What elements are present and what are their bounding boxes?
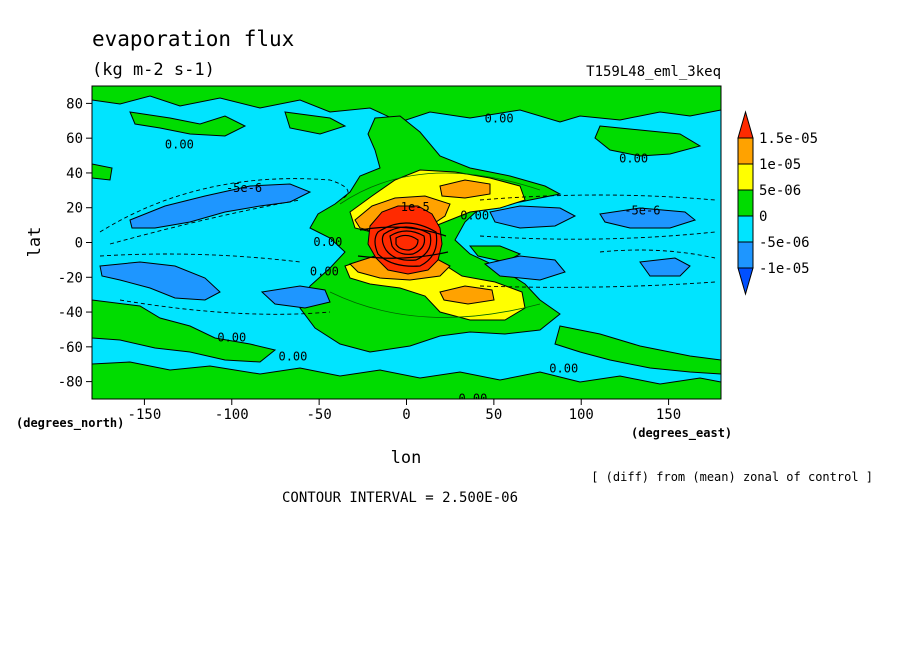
contour-label: 0.00 [217,330,246,344]
sh-negative-east-2 [639,257,691,277]
contour-label: -5e-6 [624,203,660,217]
colorbar: 1.5e-05 1e-05 5e-06 0 -5e-06 -1e-05 [737,110,818,296]
colorbar-segment [737,163,754,191]
contour-label: 0.00 [313,235,342,249]
colorbar-label: 1e-05 [759,157,801,173]
contour-label: 0.00 [278,350,307,364]
x-axis-title: lon [391,448,422,468]
dashed-contour-3 [479,194,716,201]
run-id-label: T159L48_eml_3keq [586,64,721,80]
contour-label: 0.00 [165,137,194,151]
colorbar-segment [737,110,754,139]
contour-label: 0.00 [619,151,648,165]
y-tick-label: -40 [58,305,83,321]
x-tick-label: 0 [402,407,410,423]
y-tick-label: 40 [66,166,83,182]
nh-negative-east-1 [489,205,577,229]
x-tick-label: 100 [569,407,594,423]
sh-negative-west [99,261,221,301]
dashed-contour-5 [99,253,301,263]
colorbar-label: 1.5e-05 [759,131,818,147]
core-contours [357,222,449,267]
x-tick-label: 150 [656,407,681,423]
contour-label: 0.00 [549,362,578,376]
sh-negative-east-1 [483,255,566,281]
dashed-contour-2 [109,199,301,245]
contour-label: 1e-5 [401,200,430,214]
diff-note: [ (diff) from (mean) zonal of control ] [591,470,873,484]
dashed-contour-6 [119,299,331,315]
x-tick-label: -150 [128,407,162,423]
core-contour-4 [395,234,419,251]
dashed-contour-4 [479,231,716,240]
core-contour-3 [389,230,426,255]
x-tick-label: -100 [215,407,249,423]
dashed-contour-7 [479,281,716,288]
nh-negative-east-2 [599,207,697,229]
y-tick-label: -20 [58,270,83,286]
thin-contour-2 [329,291,541,318]
x-axis: -150 -100 -50 0 50 100 150 [128,399,681,423]
nh-positive-4 [92,163,113,181]
colorbar-label: -5e-06 [759,235,810,251]
nh-positive-2 [284,111,347,135]
contour-label: -5e-6 [226,181,262,195]
x-tick-label: -50 [306,407,331,423]
core-band-south [357,251,449,259]
colorbar-segment [737,189,754,217]
contour-label: 0.00 [485,111,514,125]
dashed-contours [99,178,716,315]
red-core [367,205,443,275]
y-tick-label: 20 [66,201,83,217]
x-tick-label: 50 [485,407,502,423]
chart-title: evaporation flux [92,27,294,51]
colorbar-segment [737,267,754,296]
thin-positive-contours [329,172,541,318]
y-tick-label: 60 [66,131,83,147]
y-tick-label: 0 [75,236,83,252]
colorbar-segment [737,137,754,165]
nh-positive-3 [594,125,702,157]
sh-positive-2 [554,325,721,375]
x-units-label: (degrees_east) [631,426,732,441]
colorbar-label: -1e-05 [759,261,810,277]
sh-negative-mid [260,285,331,309]
orange-south-lobe [439,285,495,305]
contour-labels: 0.00 0.00 0.00 -5e-6 -5e-6 1e-5 0.00 0.00 0.00 0.… [165,111,661,405]
colorbar-label: 0 [759,209,767,225]
red-core-shape [367,205,443,275]
dashed-contour-8 [599,249,716,259]
core-contour-1 [374,222,438,267]
contour-label: 0.00 [310,264,339,278]
y-tick-label: -60 [58,340,83,356]
y-axis-title: lat [25,227,45,258]
arctic-positive-band [92,86,721,123]
contour-label: 0.00 [460,209,489,223]
antarctic-positive-band [92,361,721,399]
core-band-north [359,226,447,237]
contour-interval: CONTOUR INTERVAL = 2.500E-06 [282,490,518,506]
nh-positive-1 [129,111,247,137]
chart-units: (kg m-2 s-1) [92,60,215,80]
colorbar-segment [737,215,754,243]
contour-field: 0.00 0.00 0.00 -5e-6 -5e-6 1e-5 0.00 0.00 0.00 0.… [92,86,721,405]
orange-north-lobe [439,179,491,199]
y-axis: -80 -60 -40 -20 0 20 40 60 80 [58,96,92,391]
thin-contour-1 [339,172,541,205]
negative-regions [99,183,697,309]
colorbar-label: 5e-06 [759,183,801,199]
dashed-contour-1 [99,178,349,233]
colorbar-segment [737,241,754,269]
y-tick-label: 80 [66,96,83,112]
contour-label: 0.00 [458,391,487,405]
y-units-label: (degrees_north) [16,416,124,431]
sh-positive-1 [92,299,277,363]
y-tick-label: -80 [58,375,83,391]
